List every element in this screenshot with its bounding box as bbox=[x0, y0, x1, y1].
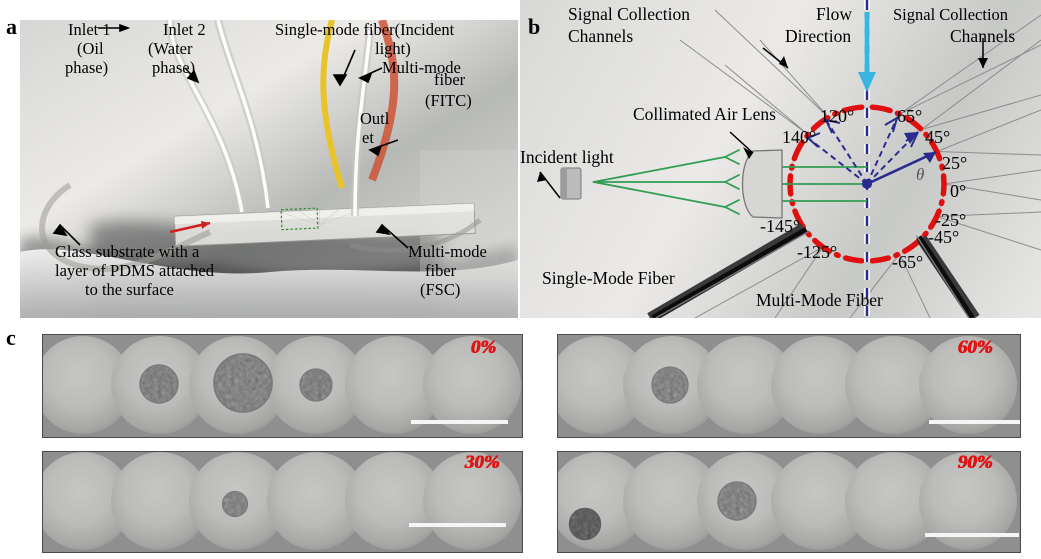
svg-text:(FSC): (FSC) bbox=[420, 280, 460, 299]
svg-text:Signal Collection: Signal Collection bbox=[568, 4, 690, 24]
svg-text:to the surface: to the surface bbox=[85, 280, 174, 299]
svg-text:Glass substrate with a: Glass substrate with a bbox=[55, 242, 200, 261]
svg-text:Collimated Air Lens: Collimated Air Lens bbox=[633, 104, 776, 124]
svg-text:0°: 0° bbox=[950, 181, 966, 201]
svg-text:(Oil: (Oil bbox=[77, 39, 104, 58]
svg-text:phase): phase) bbox=[65, 58, 108, 77]
svg-text:light): light) bbox=[375, 39, 411, 58]
svg-text:fiber: fiber bbox=[434, 70, 466, 89]
svg-text:Multi-Mode Fiber: Multi-Mode Fiber bbox=[756, 290, 883, 310]
svg-text:45°: 45° bbox=[925, 127, 950, 147]
svg-text:Outl: Outl bbox=[360, 109, 390, 128]
svg-text:(Water: (Water bbox=[148, 39, 193, 58]
svg-text:Flow: Flow bbox=[816, 4, 852, 24]
svg-text:-45°: -45° bbox=[928, 227, 959, 247]
svg-text:et: et bbox=[362, 128, 374, 147]
svg-text:Direction: Direction bbox=[785, 26, 851, 46]
svg-text:phase): phase) bbox=[152, 58, 195, 77]
svg-text:layer of PDMS attached: layer of PDMS attached bbox=[55, 261, 215, 280]
svg-text:-145°: -145° bbox=[760, 216, 800, 236]
svg-text:-125°: -125° bbox=[797, 242, 837, 262]
svg-text:Inlet 1: Inlet 1 bbox=[68, 20, 111, 39]
svg-text:Inlet 2: Inlet 2 bbox=[163, 20, 206, 39]
svg-text:Multi-mode: Multi-mode bbox=[408, 242, 487, 261]
svg-text:Channels: Channels bbox=[568, 26, 633, 46]
svg-text:120°: 120° bbox=[820, 106, 854, 126]
svg-text:Signal Collection: Signal Collection bbox=[893, 5, 1008, 24]
svg-text:140°: 140° bbox=[782, 127, 816, 147]
svg-text:Single-mode fiber(Incident: Single-mode fiber(Incident bbox=[275, 20, 455, 39]
svg-text:25°: 25° bbox=[942, 153, 967, 173]
svg-text:Single-Mode Fiber: Single-Mode Fiber bbox=[542, 268, 675, 288]
svg-text:θ: θ bbox=[916, 165, 924, 184]
svg-text:65°: 65° bbox=[897, 106, 922, 126]
svg-text:fiber: fiber bbox=[425, 261, 457, 280]
svg-text:(FITC): (FITC) bbox=[425, 91, 472, 110]
svg-text:-65°: -65° bbox=[892, 252, 923, 272]
svg-text:Incident light: Incident light bbox=[520, 147, 614, 167]
